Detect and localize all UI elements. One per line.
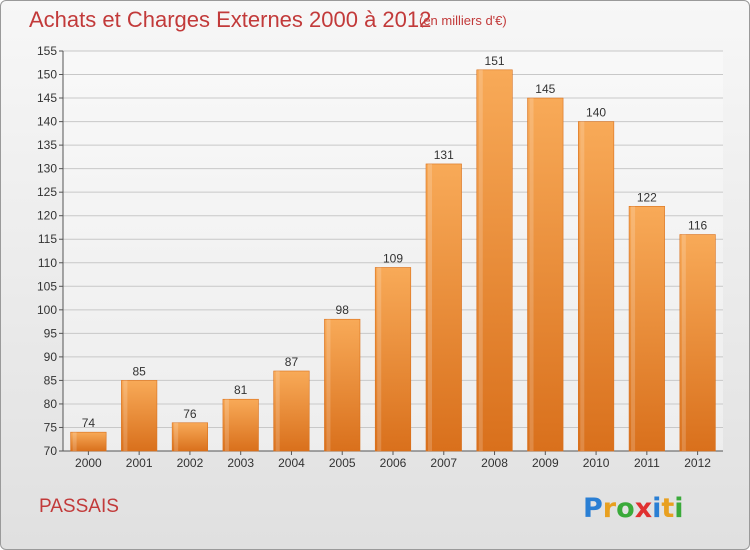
bar-2003 [222, 398, 259, 452]
x-tick-label-2001: 2001 [126, 456, 153, 470]
city-name: PASSAIS [39, 496, 119, 517]
bar-highlight-2004 [275, 371, 280, 451]
bar-highlight-2009 [529, 98, 534, 451]
y-tick-label: 90 [44, 350, 58, 364]
bar-2005 [324, 318, 361, 452]
bar-highlight-2001 [123, 380, 128, 451]
value-label-2003: 81 [234, 383, 248, 397]
bar-highlight-2000 [72, 432, 77, 451]
x-tick-label-2005: 2005 [329, 456, 356, 470]
svg-text:Proxiti: Proxiti [583, 493, 684, 524]
x-tick-label-2002: 2002 [177, 456, 204, 470]
y-tick-label: 130 [37, 162, 57, 176]
proxiti-logo: Proxiti [583, 493, 684, 524]
bar-2004 [273, 370, 310, 452]
bar-2001 [121, 380, 158, 452]
chart-title: Achats et Charges Externes 2000 à 2012 [29, 7, 432, 32]
bar-2006 [374, 267, 412, 452]
bar-highlight-2005 [326, 319, 331, 451]
bar-highlight-2012 [681, 234, 686, 451]
y-tick-label: 150 [37, 68, 57, 82]
bar-2009 [527, 97, 564, 452]
bar-highlight-2008 [478, 69, 483, 451]
bar-highlight-2011 [631, 206, 636, 451]
x-tick-label-2012: 2012 [684, 456, 711, 470]
value-label-2001: 85 [132, 364, 146, 378]
y-tick-label: 135 [37, 138, 57, 152]
x-tick-label-2000: 2000 [75, 456, 102, 470]
y-tick-label: 115 [38, 232, 57, 246]
x-tick-label-2007: 2007 [430, 456, 457, 470]
bar-highlight-2006 [377, 267, 382, 451]
bar-2007 [425, 163, 462, 452]
y-tick-label: 80 [44, 397, 58, 411]
x-tick-label-2010: 2010 [583, 456, 610, 470]
x-tick-label-2009: 2009 [532, 456, 559, 470]
bar-2011 [628, 205, 665, 452]
value-label-2006: 109 [383, 251, 403, 265]
value-label-2000: 74 [82, 416, 96, 430]
y-tick-label: 70 [44, 444, 58, 458]
bar-highlight-2007 [428, 163, 432, 452]
bar-2010 [578, 121, 615, 452]
value-label-2012: 116 [688, 219, 707, 233]
x-tick-label-2006: 2006 [380, 456, 407, 470]
y-tick-label: 120 [37, 209, 57, 223]
value-label-2004: 87 [285, 355, 299, 369]
y-tick-label: 105 [37, 279, 57, 293]
x-tick-label-2011: 2011 [634, 456, 660, 470]
value-label-2011: 122 [637, 190, 657, 204]
y-tick-label: 155 [37, 44, 57, 58]
bar-2012 [679, 234, 716, 452]
value-label-2009: 145 [535, 82, 555, 96]
x-tick-label-2004: 2004 [278, 456, 305, 470]
bar-highlight-2002 [174, 422, 179, 451]
y-tick-label: 95 [44, 326, 58, 340]
y-tick-label: 100 [37, 303, 57, 317]
y-tick-label: 110 [38, 256, 57, 270]
y-tick-label: 145 [37, 91, 57, 105]
bar-2008 [476, 69, 513, 452]
y-tick-label: 75 [44, 420, 58, 434]
bar-2000 [70, 431, 107, 452]
value-label-2002: 76 [183, 407, 197, 421]
y-tick-label: 140 [37, 115, 57, 129]
chart-unit: (en milliers d'€) [419, 13, 507, 28]
x-tick-label-2008: 2008 [481, 456, 508, 470]
value-label-2010: 140 [586, 106, 606, 120]
y-tick-label: 85 [44, 373, 58, 387]
bar-highlight-2010 [580, 121, 585, 452]
y-tick-label: 125 [37, 185, 57, 199]
x-tick-label-2003: 2003 [227, 456, 254, 470]
value-label-2005: 98 [336, 303, 350, 317]
value-label-2008: 151 [485, 54, 505, 68]
bar-highlight-2003 [224, 399, 229, 451]
bar-2002 [171, 422, 208, 452]
value-label-2007: 131 [434, 148, 454, 162]
